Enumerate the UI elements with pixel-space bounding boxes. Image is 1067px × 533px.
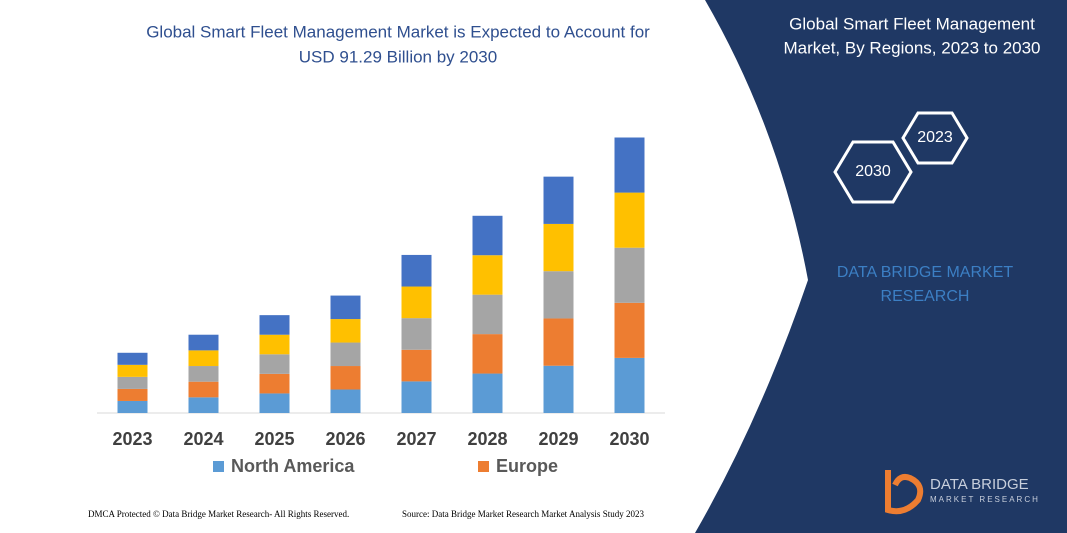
bar-segment <box>188 366 219 382</box>
hexagon <box>833 140 913 204</box>
bar-segment <box>259 393 290 413</box>
bar-segment <box>401 318 432 350</box>
bar-segment <box>472 294 503 335</box>
x-tick-label: 2025 <box>254 429 294 449</box>
hexagon <box>901 111 969 165</box>
bar-segment <box>259 354 290 374</box>
legend-swatch <box>478 461 489 472</box>
logo-text: DATA BRIDGE <box>930 476 1029 493</box>
footer-text: Source: Data Bridge Market Research Mark… <box>402 509 644 519</box>
bar-segment <box>543 271 574 319</box>
bar-segment <box>614 137 645 193</box>
bar-segment <box>401 286 432 319</box>
chart-title: Global Smart Fleet Management Market is … <box>146 22 650 41</box>
x-tick-label: 2027 <box>396 429 436 449</box>
bar-segment <box>614 302 645 358</box>
brand-text: DATA BRIDGE MARKET <box>837 264 1014 281</box>
bar-segment <box>472 334 503 374</box>
bar-segment <box>472 215 503 256</box>
bar-segment <box>188 350 219 367</box>
bar-segment <box>614 247 645 303</box>
bar-segment <box>543 318 574 366</box>
bar-segment <box>117 352 148 365</box>
bar-segment <box>614 192 645 248</box>
bar-segment <box>543 223 574 272</box>
bar-segment <box>330 319 361 343</box>
bar-segment <box>472 255 503 295</box>
legend-swatch <box>213 461 224 472</box>
bar-segment <box>543 365 574 413</box>
logo-text: MARKET RESEARCH <box>930 495 1040 504</box>
x-tick-label: 2028 <box>467 429 507 449</box>
x-tick-label: 2024 <box>183 429 223 449</box>
bar-segment <box>330 342 361 367</box>
bar-segment <box>401 349 432 382</box>
bar-segment <box>472 373 503 413</box>
bar-segment <box>614 357 645 413</box>
bar-segment <box>117 400 148 413</box>
logo-mark <box>885 470 924 515</box>
bar-segment <box>188 381 219 398</box>
x-tick-label: 2030 <box>609 429 649 449</box>
bar-segment <box>543 176 574 224</box>
bar-segment <box>330 389 361 413</box>
x-tick-label: 2026 <box>325 429 365 449</box>
side-panel <box>695 0 1067 533</box>
bar-segment <box>259 315 290 335</box>
bar-segment <box>117 388 148 401</box>
x-tick-label: 2023 <box>112 429 152 449</box>
bar-segment <box>188 334 219 351</box>
chart-title: USD 91.29 Billion by 2030 <box>299 47 497 66</box>
bar-segment <box>117 364 148 377</box>
bar-segment <box>330 295 361 320</box>
hex-label: 2023 <box>917 129 953 146</box>
brand-text: RESEARCH <box>881 288 970 305</box>
bar-segment <box>330 366 361 390</box>
legend-label: North America <box>231 456 355 476</box>
panel-title: Market, By Regions, 2023 to 2030 <box>783 38 1040 57</box>
legend-label: Europe <box>496 456 558 476</box>
panel-title: Global Smart Fleet Management <box>789 14 1035 33</box>
bar-segment <box>259 373 290 394</box>
footer-text: DMCA Protected © Data Bridge Market Rese… <box>88 509 349 519</box>
bar-segment <box>401 381 432 413</box>
hex-label: 2030 <box>855 163 891 180</box>
bar-segment <box>401 254 432 287</box>
bar-segment <box>117 376 148 389</box>
bar-segment <box>259 334 290 355</box>
x-tick-label: 2029 <box>538 429 578 449</box>
bar-segment <box>188 397 219 413</box>
